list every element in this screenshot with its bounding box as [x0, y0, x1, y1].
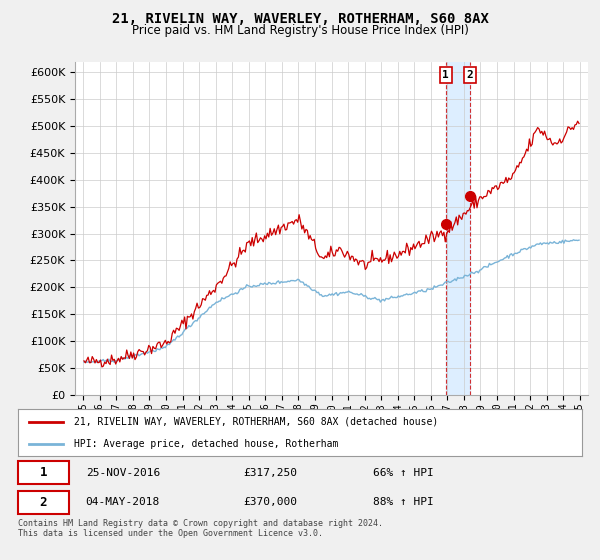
Text: Contains HM Land Registry data © Crown copyright and database right 2024.
This d: Contains HM Land Registry data © Crown c… [18, 519, 383, 538]
Text: HPI: Average price, detached house, Rotherham: HPI: Average price, detached house, Roth… [74, 438, 339, 449]
Text: 2: 2 [466, 70, 473, 80]
Text: Price paid vs. HM Land Registry's House Price Index (HPI): Price paid vs. HM Land Registry's House … [131, 24, 469, 37]
Text: 1: 1 [40, 466, 47, 479]
Text: £370,000: £370,000 [244, 497, 298, 507]
Text: 25-NOV-2016: 25-NOV-2016 [86, 468, 160, 478]
Text: £317,250: £317,250 [244, 468, 298, 478]
FancyBboxPatch shape [18, 461, 69, 484]
Text: 21, RIVELIN WAY, WAVERLEY, ROTHERHAM, S60 8AX (detached house): 21, RIVELIN WAY, WAVERLEY, ROTHERHAM, S6… [74, 417, 439, 427]
Text: 21, RIVELIN WAY, WAVERLEY, ROTHERHAM, S60 8AX: 21, RIVELIN WAY, WAVERLEY, ROTHERHAM, S6… [112, 12, 488, 26]
FancyBboxPatch shape [18, 491, 69, 514]
Text: 88% ↑ HPI: 88% ↑ HPI [373, 497, 434, 507]
Text: 66% ↑ HPI: 66% ↑ HPI [373, 468, 434, 478]
Text: 04-MAY-2018: 04-MAY-2018 [86, 497, 160, 507]
Text: 1: 1 [442, 70, 449, 80]
Text: 2: 2 [40, 496, 47, 509]
Bar [446, 62, 470, 395]
